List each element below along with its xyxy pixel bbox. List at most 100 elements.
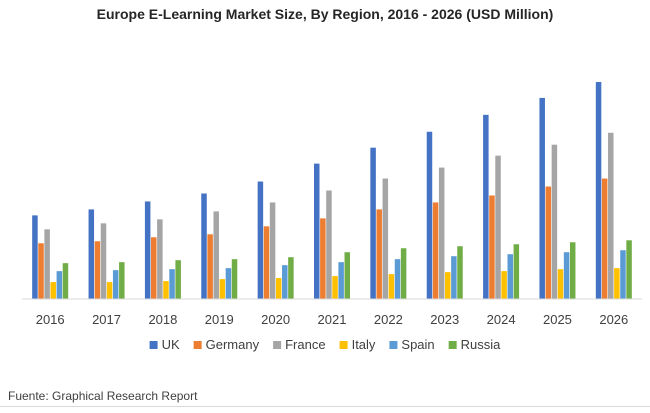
bar-uk-2021: [314, 163, 320, 299]
x-tick-label: 2025: [543, 312, 572, 327]
bar-uk-2018: [144, 201, 151, 299]
bar-spain-2022: [394, 259, 401, 299]
bar-italy-2018: [163, 281, 169, 299]
bar-italy-2023: [445, 272, 451, 299]
bar-spain-2018: [169, 269, 175, 299]
bar-uk-2019: [201, 193, 207, 299]
x-tick-label: 2019: [205, 312, 234, 327]
bar-france-2025: [551, 144, 558, 299]
legend-label: Germany: [206, 337, 260, 352]
bar-italy-2025: [557, 269, 564, 299]
footer-divider: [0, 406, 650, 407]
bar-russia-2024: [513, 244, 520, 299]
bar-france-2022: [382, 178, 389, 299]
bar-germany-2017: [94, 241, 101, 299]
bar-germany-2026: [601, 178, 608, 299]
bar-russia-2025: [569, 242, 576, 299]
legend: UK Germany France Italy Spain Russia: [149, 337, 502, 352]
bar-france-2019: [213, 211, 219, 299]
legend-label: Russia: [461, 337, 502, 352]
legend-item-spain: Spain: [389, 337, 435, 352]
legend-swatch: [193, 341, 202, 349]
bars-layer: [32, 81, 632, 300]
bar-uk-2022: [370, 147, 376, 299]
bar-germany-2025: [545, 186, 552, 299]
x-tick-label: 2026: [599, 312, 628, 327]
legend-label: France: [285, 337, 325, 352]
bar-germany-2020: [263, 226, 270, 299]
x-tick-label: 2016: [36, 312, 65, 327]
bar-uk-2016: [32, 215, 38, 299]
bar-russia-2017: [119, 262, 125, 299]
bar-france-2018: [157, 219, 163, 299]
bar-germany-2021: [320, 218, 326, 299]
legend-swatch: [149, 341, 158, 349]
bar-france-2016: [44, 229, 50, 299]
legend-swatch: [389, 341, 398, 349]
bar-france-2023: [438, 167, 445, 299]
legend-swatch: [339, 341, 348, 349]
bar-germany-2018: [151, 237, 157, 299]
chart-title: Europe E-Learning Market Size, By Region…: [96, 6, 554, 22]
bar-germany-2023: [432, 202, 439, 299]
bar-russia-2023: [457, 246, 463, 299]
legend-item-germany: Germany: [193, 337, 260, 352]
legend-label: Italy: [352, 337, 376, 352]
legend-item-russia: Russia: [448, 337, 502, 352]
bar-uk-2024: [483, 114, 489, 299]
bar-uk-2020: [257, 181, 264, 299]
bar-uk-2025: [539, 97, 545, 299]
source-note: Fuente: Graphical Research Report: [8, 389, 198, 403]
x-tick-label: 2021: [318, 312, 347, 327]
bar-russia-2019: [231, 259, 238, 299]
x-tick-label: 2018: [148, 312, 177, 327]
bar-spain-2023: [451, 256, 457, 299]
x-tick-label: 2024: [487, 312, 516, 327]
bar-russia-2026: [626, 240, 632, 299]
legend-label: UK: [162, 337, 180, 352]
bar-russia-2022: [400, 248, 407, 299]
bar-italy-2016: [50, 282, 56, 299]
bar-spain-2016: [56, 271, 63, 299]
bar-russia-2016: [62, 263, 69, 299]
bar-germany-2022: [376, 209, 382, 299]
bar-spain-2019: [225, 268, 232, 299]
legend-swatch: [273, 341, 282, 349]
bar-italy-2024: [501, 271, 507, 299]
bar-germany-2024: [489, 195, 495, 299]
bar-spain-2026: [620, 250, 626, 299]
bar-uk-2017: [88, 209, 95, 299]
bar-italy-2019: [219, 279, 226, 299]
bar-france-2021: [326, 190, 332, 299]
bar-france-2020: [269, 202, 276, 299]
legend-label: Spain: [401, 337, 434, 352]
bar-germany-2019: [207, 234, 213, 299]
x-tick-label: 2020: [261, 312, 290, 327]
bar-spain-2025: [563, 252, 570, 299]
x-tick-labels: 2016 2017 2018 2019 2020 2021 2022 2023 2024 2025…: [36, 312, 629, 327]
bar-spain-2021: [338, 262, 344, 299]
bar-france-2017: [100, 223, 107, 299]
bar-uk-2023: [426, 131, 433, 299]
bar-spain-2020: [282, 265, 288, 299]
bar-spain-2024: [507, 254, 513, 299]
bar-italy-2020: [275, 278, 282, 299]
bar-spain-2017: [112, 270, 119, 299]
bar-russia-2020: [288, 257, 294, 299]
x-tick-label: 2023: [430, 312, 459, 327]
bar-france-2026: [608, 132, 614, 299]
bar-italy-2022: [388, 274, 395, 299]
bar-germany-2016: [38, 243, 44, 299]
bar-italy-2026: [614, 268, 620, 299]
bar-italy-2017: [106, 282, 113, 299]
legend-item-italy: Italy: [339, 337, 376, 352]
legend-swatch: [448, 341, 457, 349]
bar-uk-2026: [595, 81, 602, 300]
legend-item-france: France: [273, 337, 326, 352]
x-tick-label: 2017: [92, 312, 121, 327]
x-tick-label: 2022: [374, 312, 403, 327]
legend-item-uk: UK: [149, 337, 180, 352]
bar-russia-2021: [344, 252, 350, 299]
bar-france-2024: [495, 155, 501, 299]
